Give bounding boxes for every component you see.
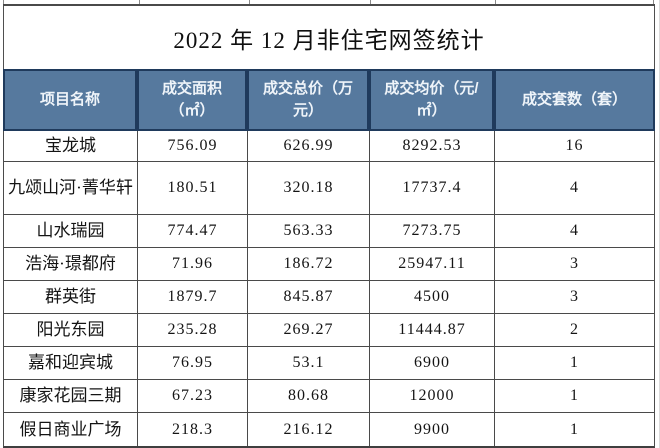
total-price-cell: 80.68 (248, 380, 370, 412)
units-cell: 3 (570, 288, 579, 305)
stats-table: 2022 年 12 月非住宅网签统计 项目名称 成交面积 （㎡） 成交总价（万 … (3, 0, 655, 448)
table-row: 九颂山河·菁华轩 180.51 320.18 17737.4 4 (4, 162, 654, 215)
units-cell: 2 (570, 321, 579, 338)
cropped-row-above (3, 0, 655, 6)
col-header-total-price: 成交总价（万 元） (247, 69, 369, 131)
area-cell: 71.96 (138, 248, 248, 280)
table-row: 阳光东园 235.28 269.27 11444.87 2 (4, 314, 654, 347)
table-row: 浩海·璟都府 71.96 186.72 25947.11 3 (4, 248, 654, 281)
area-cell: 76.95 (138, 347, 248, 379)
area-cell: 774.47 (138, 215, 248, 247)
units-cell: 4 (570, 222, 579, 239)
area-cell: 67.23 (138, 380, 248, 412)
col-header-avg-price: 成交均价（元/ ㎡） (369, 69, 494, 131)
grid-tick (495, 0, 496, 4)
project-name-cell: 九颂山河·菁华轩 (4, 162, 138, 214)
total-price-cell: 269.27 (248, 314, 370, 346)
total-price-cell: 563.33 (248, 215, 370, 247)
project-name-cell: 康家花园三期 (4, 380, 138, 412)
project-name-cell: 假日商业广场 (4, 413, 138, 446)
table-row: 嘉和迎宾城 76.95 53.1 6900 1 (4, 347, 654, 380)
avg-price-cell: 11444.87 (370, 314, 495, 346)
grid-tick (653, 0, 654, 4)
project-name-cell: 群英街 (4, 281, 138, 313)
table-row: 假日商业广场 218.3 216.12 9900 1 (4, 413, 654, 446)
table-header-row: 项目名称 成交面积 （㎡） 成交总价（万 元） 成交均价（元/ ㎡） 成交套数（… (3, 69, 655, 131)
avg-price-cell: 12000 (370, 380, 495, 412)
area-cell: 218.3 (138, 413, 248, 446)
units-cell: 3 (570, 255, 579, 272)
col-header-area: 成交面积 （㎡） (137, 69, 247, 131)
project-name-cell: 阳光东园 (4, 314, 138, 346)
table-row: 山水瑞园 774.47 563.33 7273.75 4 (4, 215, 654, 248)
grid-tick (139, 0, 140, 4)
units-cell: 1 (570, 420, 579, 438)
table-row: 康家花园三期 67.23 80.68 12000 1 (4, 380, 654, 413)
table-row: 群英街 1879.7 845.87 4500 3 (4, 281, 654, 314)
project-name-cell: 宝龙城 (4, 131, 138, 161)
area-cell: 235.28 (138, 314, 248, 346)
avg-price-cell: 6900 (370, 347, 495, 379)
grid-tick (3, 0, 4, 4)
table-title: 2022 年 12 月非住宅网签统计 (3, 6, 655, 69)
table-row: 宝龙城 756.09 626.99 8292.53 16 (4, 131, 654, 162)
avg-price-cell: 17737.4 (370, 162, 495, 214)
avg-price-cell: 9900 (370, 413, 495, 446)
grid-tick (249, 0, 250, 4)
avg-price-cell: 7273.75 (370, 215, 495, 247)
total-price-cell: 626.99 (248, 131, 370, 161)
col-header-project-name: 项目名称 (3, 69, 137, 131)
project-name-cell: 嘉和迎宾城 (4, 347, 138, 379)
project-name-cell: 浩海·璟都府 (4, 248, 138, 280)
table-body: 宝龙城 756.09 626.99 8292.53 16 九颂山河·菁华轩 18… (3, 131, 655, 448)
project-name-cell: 山水瑞园 (4, 215, 138, 247)
area-cell: 756.09 (138, 131, 248, 161)
total-price-cell: 845.87 (248, 281, 370, 313)
units-cell: 1 (570, 354, 579, 371)
avg-price-cell: 4500 (370, 281, 495, 313)
area-cell: 1879.7 (138, 281, 248, 313)
total-price-cell: 216.12 (248, 413, 370, 446)
area-cell: 180.51 (138, 162, 248, 214)
total-price-cell: 53.1 (248, 347, 370, 379)
col-header-units: 成交套数（套） (494, 69, 655, 131)
grid-tick (370, 0, 371, 4)
units-cell: 16 (565, 137, 584, 154)
units-cell: 1 (570, 387, 579, 404)
total-price-cell: 320.18 (248, 162, 370, 214)
total-price-cell: 186.72 (248, 248, 370, 280)
avg-price-cell: 8292.53 (370, 131, 495, 161)
avg-price-cell: 25947.11 (370, 248, 495, 280)
units-cell: 4 (570, 179, 579, 196)
